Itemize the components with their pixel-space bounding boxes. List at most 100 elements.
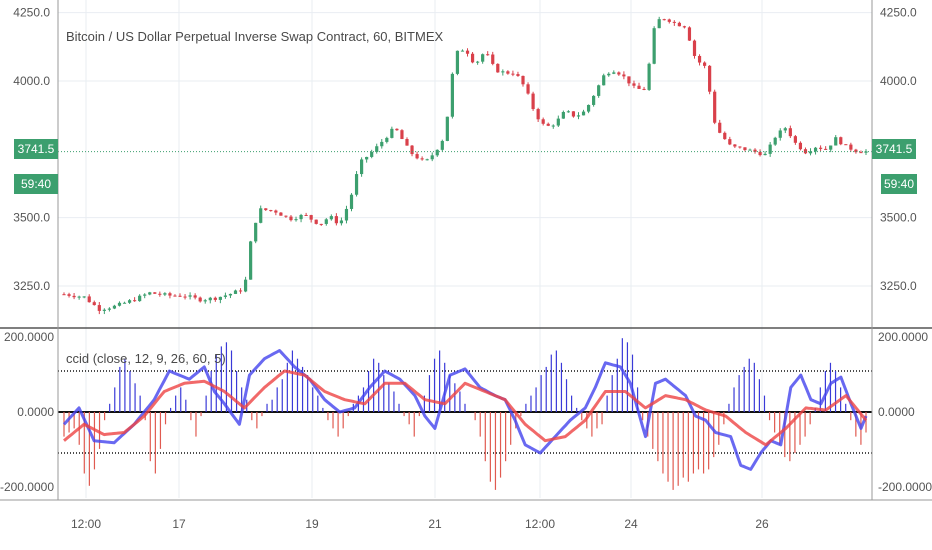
- candle-body: [325, 219, 328, 224]
- candle-body: [335, 216, 338, 223]
- candle-body: [168, 293, 171, 295]
- y-tick-label-left: 4000.0: [13, 74, 50, 88]
- candle-body: [148, 292, 151, 294]
- candle-body: [113, 306, 116, 309]
- candle-body: [602, 75, 605, 85]
- candle-body: [204, 300, 207, 301]
- x-tick-label: 19: [305, 517, 319, 531]
- candle-body: [597, 85, 600, 96]
- candle-body: [108, 309, 111, 310]
- candle-body: [254, 223, 257, 242]
- candle-body: [441, 141, 444, 150]
- candle-body: [93, 302, 96, 305]
- candle-body: [557, 119, 560, 126]
- candle-body: [521, 76, 524, 84]
- candle-body: [849, 145, 852, 150]
- candle-body: [209, 298, 212, 300]
- candle-body: [446, 117, 449, 141]
- candle-body: [299, 215, 302, 219]
- candle-body: [421, 158, 424, 159]
- candle-body: [698, 56, 701, 63]
- y-tick-label-left: 4250.0: [13, 6, 50, 20]
- candle-body: [158, 294, 161, 295]
- candle-body: [249, 241, 252, 279]
- candle-body: [214, 298, 217, 300]
- candle-body: [542, 119, 545, 124]
- y-tick-label-left: 3500.0: [13, 211, 50, 225]
- candle-body: [839, 137, 842, 144]
- candle-body: [794, 136, 797, 143]
- candle-body: [592, 96, 595, 105]
- candle-body: [824, 149, 827, 150]
- candle-body: [784, 128, 787, 130]
- candle-body: [688, 27, 691, 40]
- candle-body: [531, 94, 534, 109]
- x-tick-label: 24: [624, 517, 638, 531]
- candle-body: [194, 295, 197, 297]
- candle-body: [294, 219, 297, 220]
- candle-body: [173, 296, 176, 297]
- candle-body: [758, 152, 761, 155]
- candle-body: [360, 159, 363, 174]
- candle-body: [537, 109, 540, 119]
- candle-body: [355, 174, 358, 195]
- candle-body: [466, 51, 469, 54]
- candle-body: [723, 133, 726, 139]
- candle-body: [582, 112, 585, 116]
- candle-body: [103, 310, 106, 311]
- candle-body: [244, 280, 247, 292]
- candle-body: [547, 124, 550, 126]
- candle-body: [189, 295, 192, 296]
- time-badge-left: 59:40: [14, 174, 58, 194]
- candle-body: [683, 26, 686, 27]
- candle-body: [617, 72, 620, 74]
- candle-body: [476, 62, 479, 63]
- candle-body: [62, 294, 65, 295]
- candle-body: [486, 54, 489, 55]
- candle-body: [345, 209, 348, 221]
- candle-body: [219, 297, 222, 300]
- candle-body: [607, 74, 610, 76]
- candle-body: [799, 143, 802, 149]
- candle-body: [284, 216, 287, 217]
- x-tick-label: 12:00: [525, 517, 555, 531]
- candle-body: [385, 138, 388, 142]
- price-badge-left: 3741.5: [14, 139, 58, 159]
- candle-body: [259, 208, 262, 223]
- candle-body: [279, 213, 282, 216]
- candle-body: [789, 128, 792, 136]
- x-tick-label: 26: [755, 517, 769, 531]
- candle-body: [481, 54, 484, 61]
- candle-body: [526, 84, 529, 93]
- candle-body: [436, 150, 439, 156]
- candle-body: [587, 105, 590, 112]
- candle-body: [642, 89, 645, 90]
- candle-body: [733, 144, 736, 146]
- candle-body: [632, 83, 635, 85]
- candle-body: [400, 130, 403, 139]
- candle-body: [375, 146, 378, 152]
- candle-body: [764, 154, 767, 155]
- candle-body: [380, 142, 383, 146]
- candle-body: [178, 296, 181, 297]
- candle-body: [269, 210, 272, 211]
- y-tick-label-right: 3250.0: [880, 279, 917, 293]
- candle-body: [183, 297, 186, 298]
- candle-body: [834, 137, 837, 145]
- candle-body: [456, 51, 459, 74]
- candle-body: [224, 295, 227, 296]
- candle-body: [350, 195, 353, 209]
- candle-body: [774, 138, 777, 145]
- x-tick-label: 21: [428, 517, 442, 531]
- candle-body: [78, 297, 81, 298]
- chart-title: Bitcoin / US Dollar Perpetual Inverse Sw…: [66, 29, 443, 44]
- candle-body: [658, 19, 661, 28]
- candle-body: [703, 63, 706, 66]
- candle-body: [431, 155, 434, 159]
- candle-body: [653, 28, 656, 64]
- candle-body: [693, 41, 696, 56]
- candle-body: [88, 296, 91, 302]
- candle-body: [320, 224, 323, 225]
- candle-body: [123, 303, 126, 304]
